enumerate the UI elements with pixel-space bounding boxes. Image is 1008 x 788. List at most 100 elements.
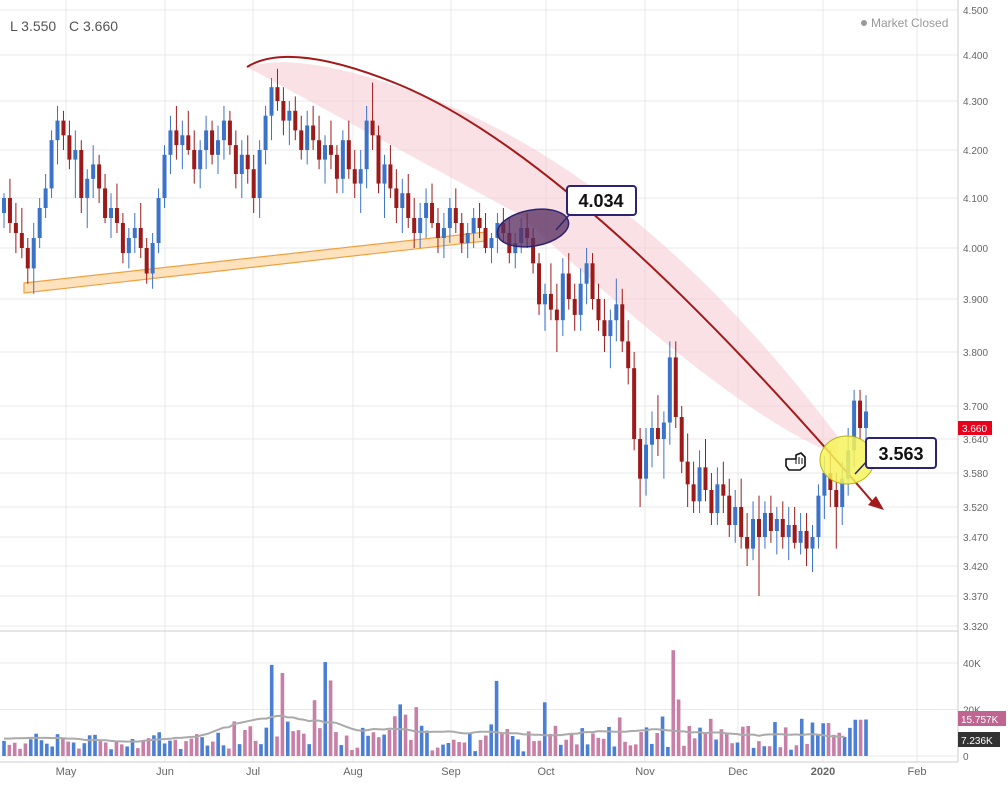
candle-body — [245, 154, 250, 170]
candle-body — [644, 444, 649, 479]
volume-bar — [248, 726, 253, 756]
volume-bar — [146, 738, 151, 756]
candle-body — [43, 188, 48, 208]
volume-bar — [39, 740, 44, 756]
candle-body — [400, 193, 405, 208]
candle-body — [751, 519, 756, 549]
volume-bar — [403, 714, 408, 756]
price-tick-label: 3.800 — [963, 348, 988, 359]
candle-body — [542, 293, 547, 305]
candle-body — [822, 473, 827, 496]
volume-bar — [698, 727, 702, 756]
volume-bar — [28, 739, 33, 756]
volume-bar — [243, 729, 247, 756]
volume-bar — [2, 740, 6, 756]
volume-bar — [387, 729, 392, 756]
volume-bar — [435, 747, 440, 756]
time-tick-label: Oct — [537, 766, 554, 778]
volume-bar — [596, 737, 601, 756]
last-price-label: 3.660 — [962, 424, 987, 435]
candle-body — [840, 478, 845, 507]
candle-body — [269, 87, 274, 116]
volume-bar — [708, 718, 713, 756]
volume-bar — [189, 738, 194, 756]
volume-bar — [628, 745, 633, 756]
volume-ma-label: 7.236K — [961, 736, 993, 747]
candle-body — [97, 164, 102, 189]
price-tick-label: 4.200 — [963, 146, 988, 157]
candle-body — [786, 525, 791, 537]
volume-bar — [821, 723, 825, 756]
volume-bar — [87, 735, 92, 756]
volume-bar — [666, 746, 670, 756]
volume-bar — [71, 742, 76, 756]
volume-bar — [462, 742, 467, 756]
candle-body — [19, 233, 24, 248]
volume-bar — [650, 743, 654, 756]
volume-bar — [810, 722, 815, 756]
volume-bar — [393, 716, 397, 756]
candle-body — [103, 188, 108, 218]
callout-label: 3.563 — [878, 444, 923, 464]
volume-bar — [853, 719, 858, 756]
time-tick-label: Feb — [908, 766, 927, 778]
candle-body — [216, 140, 221, 155]
candle-body — [834, 490, 839, 507]
volume-bar — [371, 732, 376, 756]
price-tick-label: 3.420 — [963, 562, 988, 573]
volume-bar — [537, 740, 542, 756]
candle-body — [673, 357, 678, 417]
callout-3563[interactable]: 3.563 — [854, 437, 937, 475]
volume-bar — [323, 662, 328, 756]
candle-body — [590, 263, 595, 299]
candle-body — [91, 164, 96, 179]
candle-body — [626, 341, 631, 369]
time-tick-label: Jul — [246, 766, 260, 778]
candle-body — [430, 203, 435, 223]
volume-bar — [762, 746, 767, 756]
candle-body — [55, 120, 60, 141]
volume-bar — [344, 735, 349, 756]
candle-body — [257, 150, 262, 198]
highlight-oval-dark[interactable] — [494, 204, 571, 252]
price-tick-label: 3.520 — [963, 503, 988, 514]
volume-bar — [575, 744, 579, 756]
candle-body — [156, 198, 161, 243]
volume-bar — [425, 730, 429, 756]
candle-body — [727, 495, 732, 525]
volume-bar — [655, 732, 659, 756]
candlesticks — [2, 68, 868, 596]
volume-bar — [446, 742, 451, 756]
volume-bar — [77, 748, 81, 756]
volume-bar — [724, 732, 729, 756]
candle-body — [210, 130, 215, 155]
callout-4034[interactable]: 4.034 — [555, 185, 637, 231]
candle-body — [67, 135, 72, 160]
volume-moving-average — [4, 714, 845, 743]
volume-bar — [141, 739, 146, 756]
candle-body — [49, 140, 54, 189]
volume-bar — [419, 725, 424, 756]
time-tick-label: Sep — [441, 766, 461, 778]
candle-body — [334, 154, 339, 179]
volume-bar — [382, 734, 386, 756]
candle-body — [513, 243, 518, 254]
volume-bar — [617, 717, 622, 756]
candle-body — [150, 243, 155, 274]
price-tick-label: 4.100 — [963, 194, 988, 205]
candle-body — [638, 439, 643, 479]
volume-bar — [334, 732, 338, 756]
price-tick-label: 3.320 — [963, 622, 988, 633]
volume-bar — [526, 731, 531, 756]
market-status: Market Closed — [871, 16, 948, 30]
volume-bar — [842, 736, 847, 756]
volume-bar — [837, 732, 842, 756]
candle-body — [780, 519, 785, 537]
candle-body — [114, 208, 119, 223]
volume-bar — [82, 743, 87, 756]
volume-bar — [682, 745, 686, 756]
candle-body — [412, 218, 417, 233]
falling-arc[interactable] — [246, 55, 877, 507]
volume-bar — [162, 743, 167, 756]
